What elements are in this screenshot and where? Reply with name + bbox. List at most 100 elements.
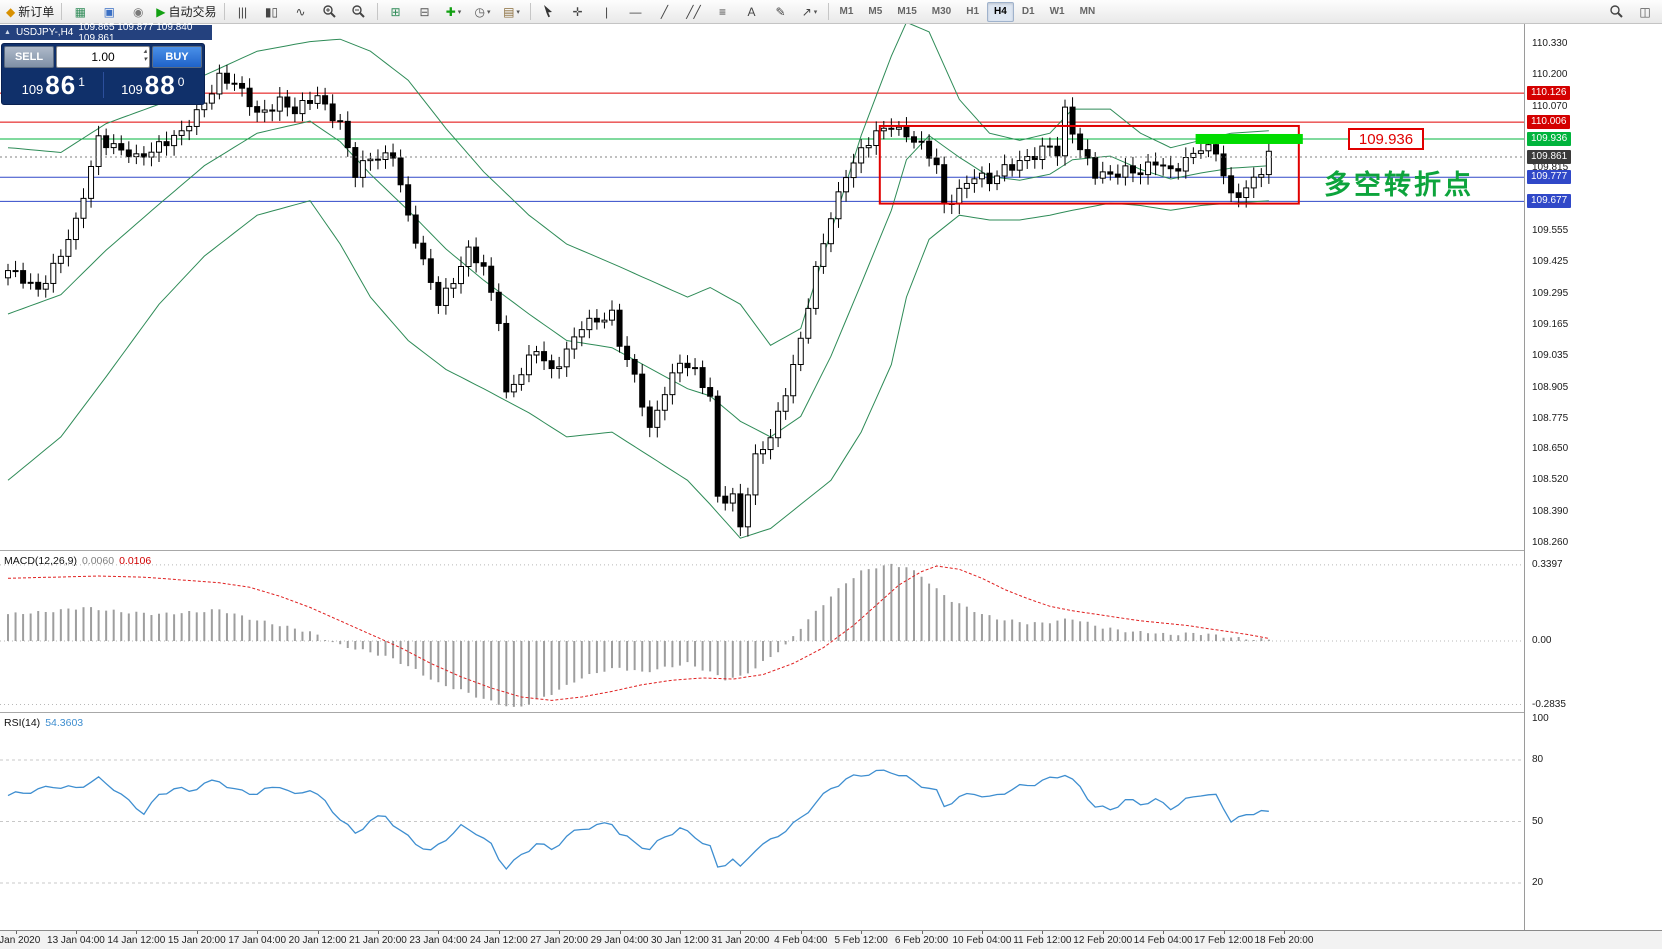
timeframe-m5-button[interactable]: M5 <box>868 6 883 17</box>
new-order-label: 新订单 <box>18 5 55 19</box>
panel-separator[interactable] <box>0 550 1662 551</box>
turning-point-annotation[interactable]: 多空转折点 <box>1324 170 1474 200</box>
crosshair-button[interactable]: ✛ <box>564 1 592 23</box>
timeframe-m30-button[interactable]: M30 <box>931 6 952 17</box>
time-tick <box>981 931 983 934</box>
search-button[interactable] <box>1602 1 1630 23</box>
sell-price-sup: 1 <box>78 74 85 89</box>
macd-value-signal: 0.0106 <box>119 555 152 567</box>
new-window-button[interactable]: ◫ <box>1631 1 1659 23</box>
spinner-down-icon[interactable]: ▾ <box>143 56 147 63</box>
indicators-list-icon: ✚ <box>445 4 456 19</box>
main-toolbar: ◆ 新订单 ▦ ▣ ◉ ▶ 自动交易 ||| ▮▯ ∿ ⊞ ⊟ ✚ ▾ ◷ ▾ ▤ ▾ ✛ | — ╱ ╱╱ ≡ A ✎ ↗ ▾ M1 M… <box>0 0 1662 24</box>
line-chart-mode-button[interactable]: ∿ <box>287 1 315 23</box>
text-label-button[interactable]: ✎ <box>767 1 795 23</box>
time-tick <box>800 931 802 934</box>
axis-tick-label: 108.650 <box>1532 442 1569 454</box>
templates-caret-icon: ▾ <box>516 8 520 16</box>
zoom-out-button[interactable] <box>345 1 373 23</box>
green-highlight-bar[interactable] <box>1195 133 1303 144</box>
indicators-list-caret-icon: ▾ <box>457 8 462 16</box>
axis-tick-label: 108.905 <box>1532 381 1569 393</box>
vertical-line-button[interactable]: | <box>593 1 621 23</box>
rsi-panel-canvas[interactable] <box>0 713 1524 930</box>
axis-tick-label: 110.200 <box>1532 69 1568 81</box>
axis-tick-label: 109.165 <box>1532 318 1569 330</box>
bollinger-lower-line <box>7 200 1269 539</box>
auto-trading-button[interactable]: ▶ 自动交易 <box>153 1 219 23</box>
zoom-in-button[interactable] <box>316 1 344 23</box>
line-chart-mode-icon: ∿ <box>295 4 306 19</box>
data-window-button[interactable]: ◉ <box>124 1 152 23</box>
time-label: 4 Feb 04:00 <box>774 935 828 946</box>
profiles-button[interactable]: ▣ <box>95 1 123 23</box>
buy-price-sup: 0 <box>177 74 185 89</box>
axis-tick-label: 109.425 <box>1532 256 1569 268</box>
time-tick <box>257 931 259 934</box>
text-button[interactable]: A <box>738 1 766 23</box>
time-tick <box>619 931 621 934</box>
timeframe-m15-button[interactable]: M15 <box>897 6 917 17</box>
macd-value-main: 0.0060 <box>81 555 115 567</box>
axis-tick-label: 109.295 <box>1532 287 1569 299</box>
new-order-button[interactable]: ◆ 新订单 <box>3 1 57 23</box>
crosshair-icon: ✛ <box>572 4 583 19</box>
price-badge: 109.677 <box>1527 194 1572 209</box>
spinner-up-icon[interactable]: ▴ <box>143 48 147 55</box>
timeframe-d1-button[interactable]: D1 <box>1021 6 1035 17</box>
bar-chart-mode-icon: ||| <box>237 4 248 19</box>
time-tick <box>136 931 138 934</box>
time-tick <box>559 931 561 934</box>
volume-field[interactable]: 1.00 ▴ ▾ <box>56 46 150 68</box>
axis-tick-label: 108.260 <box>1532 537 1569 548</box>
axis-tick-label: 109.815 <box>1532 162 1569 174</box>
macd-panel-canvas[interactable] <box>0 551 1524 712</box>
axis-tick-label: 0.00 <box>1532 635 1552 646</box>
timeframe-h1-button[interactable]: H1 <box>966 6 980 17</box>
volume-spinner[interactable]: ▴ ▾ <box>143 48 147 64</box>
panel-separator[interactable] <box>0 712 1662 713</box>
fibonacci-button[interactable]: ≡ <box>709 1 737 23</box>
cursor-button[interactable] <box>535 1 563 23</box>
tile-windows-icon: ⊞ <box>390 4 401 19</box>
charts-window-button[interactable]: ▦ <box>66 1 94 23</box>
chart-title-bar[interactable]: ▲ USDJPY-,H4 109.865 109.877 109.840 109… <box>0 22 212 44</box>
time-label: 17 Feb 12:00 <box>1194 935 1254 946</box>
buy-button[interactable]: BUY <box>152 46 202 68</box>
price-axis[interactable]: 110.330110.200110.070109.940109.815109.6… <box>1525 24 1662 930</box>
auto-arrange-button[interactable]: ⊟ <box>411 1 439 23</box>
main-chart-canvas[interactable] <box>0 24 1524 550</box>
time-label: 14 Feb 04:00 <box>1133 935 1193 946</box>
text-icon: A <box>747 4 756 19</box>
timeframe-m1-button[interactable]: M1 <box>839 6 854 17</box>
arrows-button[interactable]: ↗ ▾ <box>796 1 824 23</box>
trendline-button[interactable]: ╱ <box>651 1 679 23</box>
templates-button[interactable]: ▤ ▾ <box>498 1 526 23</box>
time-tick <box>75 931 77 934</box>
tile-windows-button[interactable]: ⊞ <box>382 1 410 23</box>
price-annotation[interactable]: 109.936 <box>1348 128 1424 150</box>
sell-button[interactable]: SELL <box>4 46 54 68</box>
equidistant-channel-button[interactable]: ╱╱ <box>680 1 708 23</box>
bar-chart-mode-button[interactable]: ||| <box>229 1 257 23</box>
candlestick-mode-button[interactable]: ▮▯ <box>258 1 286 23</box>
red-range-box[interactable] <box>878 124 1300 205</box>
macd-label: MACD(12,26,9) 0.0060 0.0106 <box>4 555 151 567</box>
time-label: 24 Jan 12:00 <box>469 935 528 946</box>
fibonacci-icon: ≡ <box>718 4 726 19</box>
timeframe-w1-button[interactable]: W1 <box>1049 6 1065 17</box>
indicators-list-button[interactable]: ✚ ▾ <box>440 1 468 23</box>
chart-ohlc: 109.865 109.877 109.840 109.861 <box>78 21 193 44</box>
timeframe-h4-button[interactable]: H4 <box>987 1 1014 22</box>
price-axis-separator <box>1524 24 1525 930</box>
auto-arrange-icon: ⊟ <box>419 4 430 19</box>
time-label: 14 Jan 12:00 <box>107 935 166 946</box>
time-label: 21 Jan 20:00 <box>349 935 407 946</box>
horizontal-line-button[interactable]: — <box>622 1 650 23</box>
axis-tick-label: -0.2835 <box>1532 698 1566 710</box>
timeframe-mn-button[interactable]: MN <box>1079 6 1096 17</box>
periods-button[interactable]: ◷ ▾ <box>469 1 497 23</box>
vertical-line-icon: | <box>604 4 609 19</box>
